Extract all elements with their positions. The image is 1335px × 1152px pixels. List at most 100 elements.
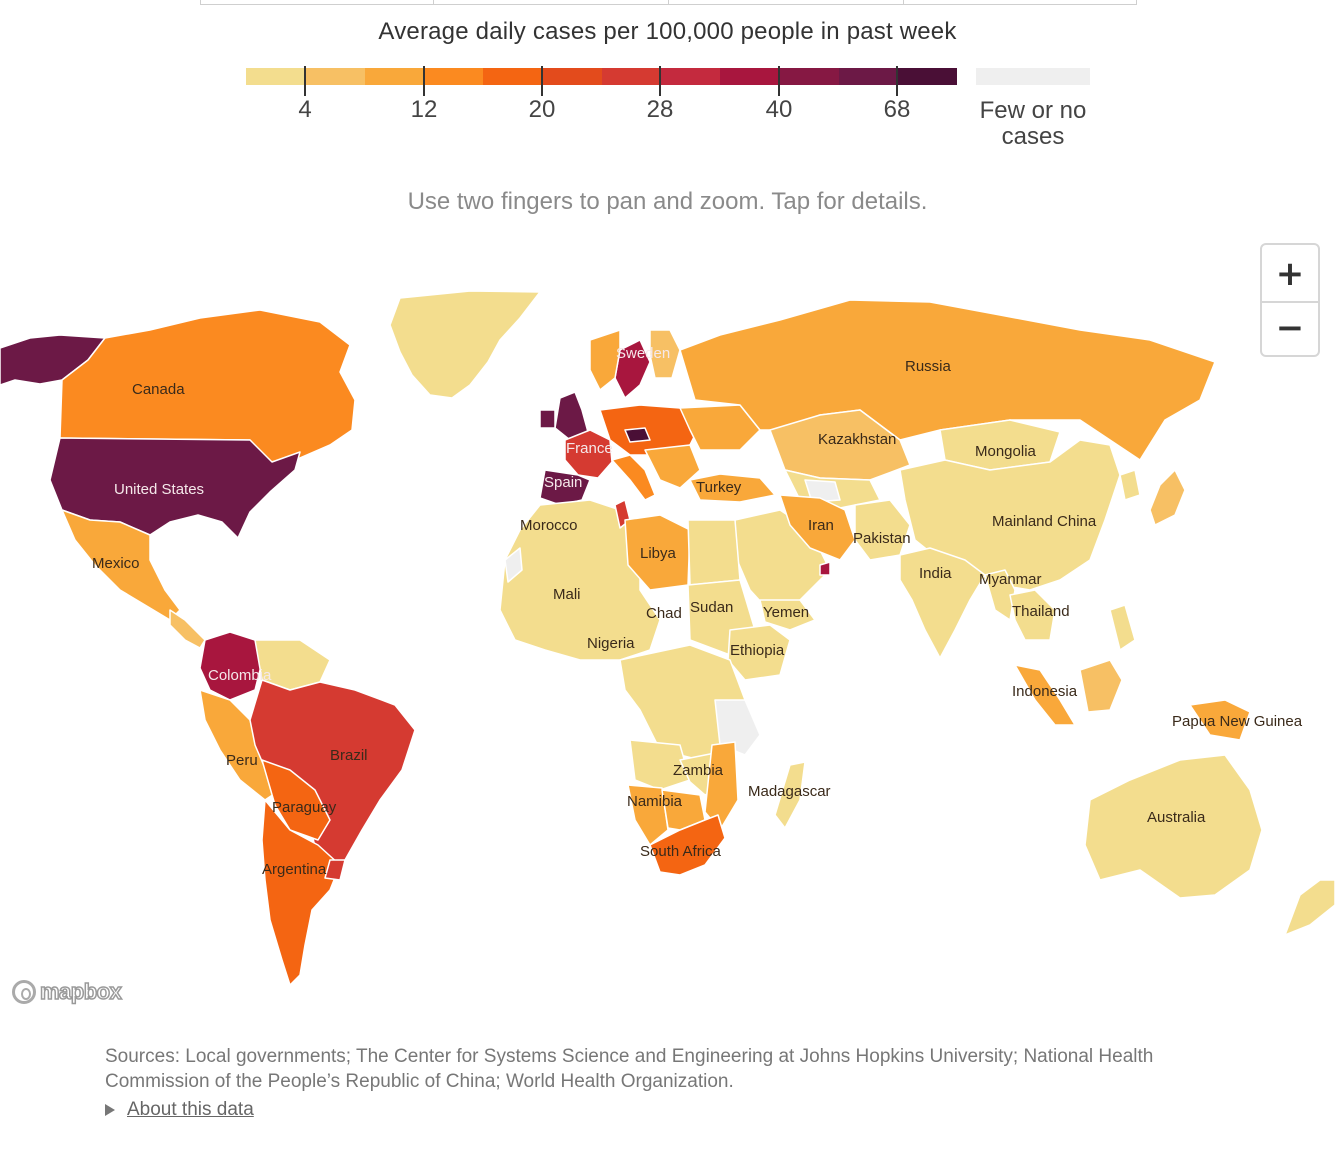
country-japan[interactable]	[1149, 469, 1186, 526]
legend-tick	[423, 66, 425, 96]
label-mongolia: Mongolia	[975, 443, 1037, 460]
country-paraguay[interactable]	[261, 759, 331, 841]
zoom-out-button[interactable]: −	[1262, 301, 1318, 355]
country-new-zealand[interactable]	[1284, 879, 1335, 936]
country-argentina[interactable]	[261, 799, 341, 986]
label-zambia: Zambia	[673, 762, 724, 779]
country-south-africa[interactable]	[649, 814, 726, 876]
zoom-control: + −	[1260, 243, 1320, 357]
country-uae[interactable]	[819, 561, 831, 576]
country-central-america[interactable]	[169, 609, 206, 649]
country-thailand[interactable]	[1009, 589, 1056, 641]
about-data-toggle[interactable]: About this data	[105, 1099, 254, 1121]
country-turkmenistan[interactable]	[804, 479, 841, 503]
label-chad: Chad	[646, 605, 682, 622]
legend-swatch	[779, 68, 839, 85]
label-argentina: Argentina	[262, 861, 327, 878]
legend-swatch	[423, 68, 483, 85]
country-czechia[interactable]	[624, 427, 651, 443]
label-france: France	[566, 440, 613, 457]
country-egypt[interactable]	[687, 519, 741, 586]
country-tanzania[interactable]	[714, 699, 761, 756]
country-france[interactable]	[564, 429, 613, 479]
label-kazakhstan: Kazakhstan	[818, 431, 896, 448]
label-colombia: Colombia	[208, 667, 272, 684]
country-uruguay[interactable]	[324, 859, 346, 881]
label-india: India	[919, 565, 952, 582]
label-madagascar: Madagascar	[748, 783, 831, 800]
country-borneo[interactable]	[1079, 659, 1123, 713]
label-sweden: Sweden	[616, 345, 670, 362]
country-canada[interactable]	[59, 309, 356, 463]
legend-tick	[659, 66, 661, 96]
country-png[interactable]	[1189, 699, 1251, 741]
label-ethiopia: Ethiopia	[730, 642, 785, 659]
label-russia: Russia	[905, 358, 952, 375]
legend-swatch	[483, 68, 543, 85]
country-philippines[interactable]	[1109, 604, 1136, 651]
label-morocco: Morocco	[520, 517, 578, 534]
label-libya: Libya	[640, 545, 677, 562]
country-australia[interactable]	[1084, 754, 1263, 899]
country-balkans[interactable]	[644, 444, 701, 489]
label-paraguay: Paraguay	[272, 799, 337, 816]
label-mali: Mali	[553, 586, 581, 603]
label-iran: Iran	[808, 517, 834, 534]
country-western-sahara[interactable]	[504, 547, 523, 583]
label-mexico: Mexico	[92, 555, 140, 572]
disclosure-triangle-icon	[105, 1104, 115, 1116]
map-labels: Canada United States Mexico Colombia Per…	[92, 345, 1303, 878]
country-norway[interactable]	[589, 329, 621, 391]
legend-tick-label: 20	[528, 96, 556, 123]
country-yemen[interactable]	[759, 599, 816, 631]
sources-note: Sources: Local governments; The Center f…	[105, 1046, 1154, 1092]
country-mozambique[interactable]	[704, 741, 739, 831]
label-australia: Australia	[1147, 809, 1206, 826]
label-nigeria: Nigeria	[587, 635, 635, 652]
legend-tick-label: 28	[646, 96, 674, 123]
label-namibia: Namibia	[627, 793, 683, 810]
label-thailand: Thailand	[1012, 603, 1070, 620]
label-pakistan: Pakistan	[853, 530, 911, 547]
country-greenland[interactable]	[389, 290, 541, 399]
no-cases-swatch	[976, 68, 1090, 85]
about-data-link[interactable]: About this data	[127, 1099, 254, 1120]
label-spain: Spain	[544, 474, 582, 491]
legend-swatch	[660, 68, 720, 85]
label-usa: United States	[114, 481, 204, 498]
mapbox-attribution[interactable]: mapbox	[12, 977, 123, 1007]
mapbox-wordmark: mapbox	[39, 978, 122, 1005]
legend-swatch	[897, 68, 957, 85]
legend-swatch	[246, 68, 306, 85]
country-angola[interactable]	[629, 739, 691, 791]
zoom-divider	[1262, 301, 1318, 303]
top-tab-bar	[200, 0, 1137, 5]
zoom-in-button[interactable]: +	[1262, 247, 1318, 301]
legend-tick-label: 68	[883, 96, 911, 123]
country-italy[interactable]	[611, 454, 656, 501]
country-indonesia[interactable]	[1014, 664, 1076, 726]
country-turkey[interactable]	[689, 473, 776, 503]
legend-tick	[778, 66, 780, 96]
country-madagascar[interactable]	[774, 761, 806, 829]
world-map[interactable]: Canada United States Mexico Colombia Per…	[0, 230, 1335, 1020]
color-scale	[246, 68, 957, 85]
country-mexico[interactable]	[61, 509, 181, 621]
country-korea[interactable]	[1119, 469, 1141, 501]
mapbox-logo-icon	[12, 980, 36, 1004]
label-yemen: Yemen	[763, 604, 809, 621]
country-namibia[interactable]	[627, 784, 669, 846]
country-ireland[interactable]	[539, 409, 556, 429]
legend-tick-label: 12	[410, 96, 438, 123]
label-png: Papua New Guinea	[1172, 713, 1303, 730]
country-colombia[interactable]	[199, 631, 263, 701]
label-sudan: Sudan	[690, 599, 733, 616]
country-spain[interactable]	[539, 469, 591, 506]
country-iran[interactable]	[779, 494, 856, 561]
label-brazil: Brazil	[330, 747, 368, 764]
country-finland[interactable]	[649, 329, 681, 379]
legend-tick-label: 40	[765, 96, 793, 123]
legend-tick	[304, 66, 306, 96]
legend-tick-label: 4	[298, 96, 312, 123]
country-india[interactable]	[899, 547, 986, 659]
